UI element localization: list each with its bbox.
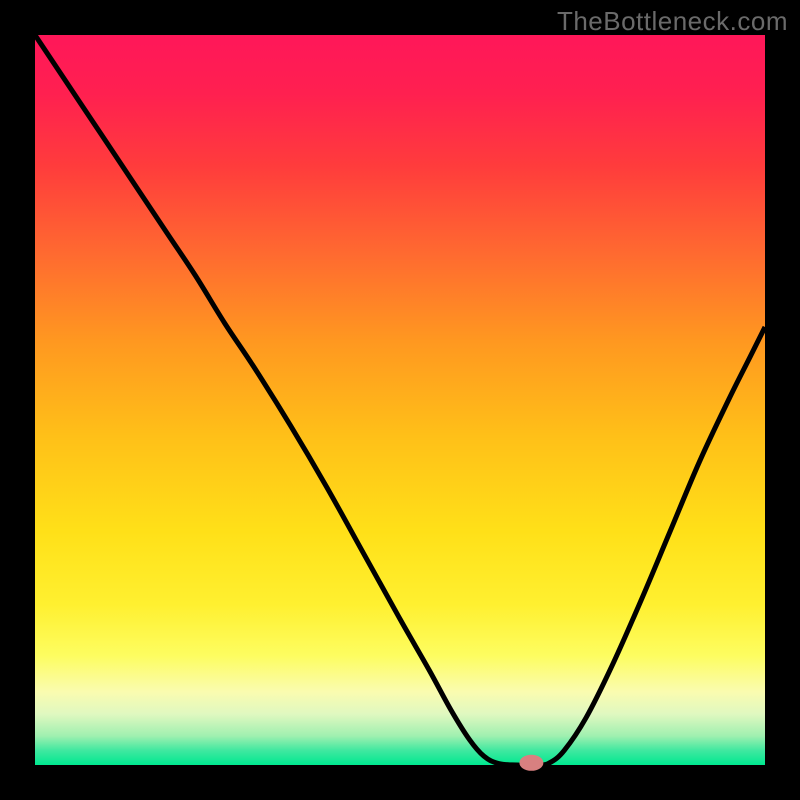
- chart-svg: [0, 0, 800, 800]
- bottleneck-chart: TheBottleneck.com: [0, 0, 800, 800]
- chart-background: [35, 35, 765, 765]
- optimal-point-marker: [519, 755, 543, 771]
- watermark-label: TheBottleneck.com: [557, 6, 788, 37]
